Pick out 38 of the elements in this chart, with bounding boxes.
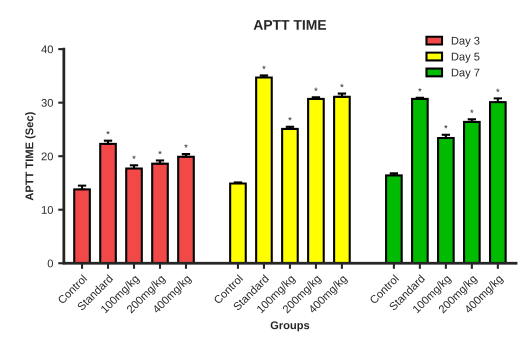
bar [411,98,429,264]
bar [281,128,299,264]
x-axis-title: Groups [270,321,310,332]
bar [229,182,247,264]
bar [177,156,195,264]
data-label: * [444,125,448,128]
data-label: * [262,66,266,70]
bar [385,174,403,264]
chart-title: APTT TIME [254,20,326,30]
bar [73,188,91,264]
data-label: * [158,150,162,154]
data-label: * [314,88,318,91]
y-tick-label: 30 [41,98,53,107]
data-label: * [418,88,422,92]
y-tick-label: 0 [48,260,53,268]
data-label: * [470,109,474,113]
bar [489,101,507,264]
y-tick-label: 40 [41,45,53,54]
bar [151,162,169,264]
bar [99,142,117,264]
y-tick-label: 10 [42,206,53,214]
legend-label: Day 3 [452,36,480,47]
legend-label: Day 5 [452,52,480,63]
data-label: * [132,156,136,159]
data-label: * [288,116,292,120]
bar [437,136,455,264]
bar [255,76,273,264]
y-axis-title: APTT TIME (Sec) [25,112,36,200]
bar [307,98,325,264]
bar [125,167,143,264]
bar [333,96,351,264]
data-label: * [496,88,500,92]
legend-label: Day 7 [452,68,480,79]
data-label: * [184,144,188,148]
data-label: * [106,130,110,134]
bar [463,120,481,264]
y-tick-label: 20 [42,152,53,160]
data-label: * [340,84,344,88]
